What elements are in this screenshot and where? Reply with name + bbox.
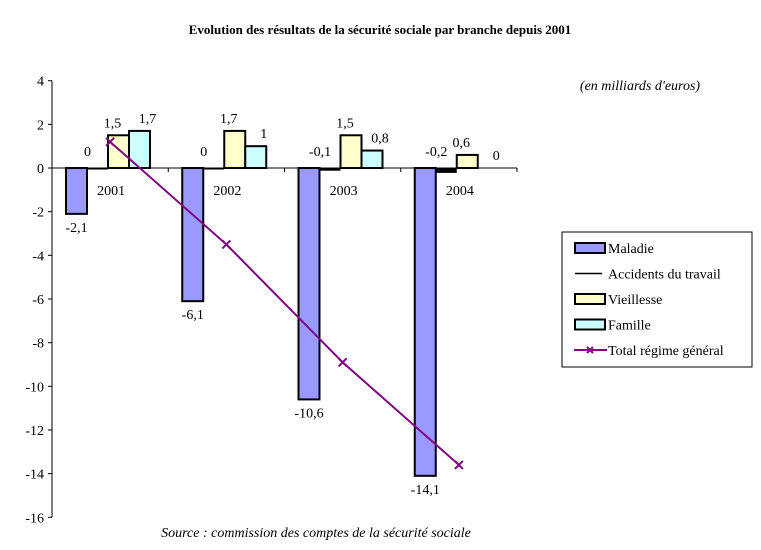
y-tick-label: 0 bbox=[37, 162, 44, 177]
legend-swatch-famille bbox=[574, 318, 606, 331]
legend-label-total-r-gime-g-n-ral: Total régime général bbox=[608, 344, 724, 359]
data-label: -10,6 bbox=[294, 406, 323, 421]
bar-maladie bbox=[181, 167, 205, 303]
total-point-marker bbox=[337, 357, 348, 368]
bar-vieillesse bbox=[455, 153, 479, 170]
data-label: 1,7 bbox=[220, 112, 238, 127]
data-label: -0,1 bbox=[309, 145, 331, 160]
y-tick-label: -4 bbox=[32, 249, 44, 264]
data-label: 0,8 bbox=[371, 132, 389, 147]
total-point-marker bbox=[105, 137, 115, 147]
data-label: -6,1 bbox=[182, 308, 204, 323]
data-label: 1,5 bbox=[336, 116, 354, 131]
y-tick-label: 4 bbox=[37, 75, 44, 90]
bar-accidents bbox=[319, 167, 341, 171]
x-tick-label: 2001 bbox=[97, 184, 125, 199]
y-tick-label: -10 bbox=[25, 380, 44, 395]
x-tick-label: 2002 bbox=[213, 184, 241, 199]
y-tick-label: -8 bbox=[32, 337, 44, 352]
y-tick-label: -14 bbox=[25, 468, 44, 483]
y-tick-label: -16 bbox=[25, 511, 44, 526]
bar-maladie bbox=[65, 167, 88, 215]
legend-label-vieillesse: Vieillesse bbox=[608, 293, 662, 308]
source-note: Source : commission des comptes de la sé… bbox=[161, 526, 471, 541]
bar-accidents bbox=[435, 167, 457, 173]
total-line bbox=[109, 141, 460, 466]
bar-famille bbox=[244, 145, 268, 170]
bar-accidents bbox=[87, 167, 108, 170]
legend: Maladie Accidents du travail Vieillesse Fam… bbox=[561, 231, 753, 368]
data-label: 0 bbox=[84, 145, 91, 160]
bar-accidents bbox=[203, 167, 225, 170]
legend-label-famille: Famille bbox=[608, 319, 651, 334]
legend-swatch-maladie bbox=[574, 242, 606, 254]
legend-label-maladie: Maladie bbox=[608, 242, 654, 257]
unit-note: (en milliards d'euros) bbox=[580, 79, 701, 94]
bar-maladie bbox=[413, 167, 437, 477]
data-label: -0,2 bbox=[425, 145, 447, 160]
data-label: 1 bbox=[260, 127, 267, 142]
total-point-marker bbox=[221, 239, 232, 250]
data-label: -14,1 bbox=[411, 483, 440, 498]
data-label: 0 bbox=[200, 145, 207, 160]
legend-label-accidents-du-travail: Accidents du travail bbox=[608, 268, 721, 283]
bar-maladie bbox=[297, 167, 321, 401]
x-tick-label: 2004 bbox=[446, 184, 474, 199]
bar-vieillesse bbox=[223, 129, 247, 170]
total-point-marker bbox=[454, 460, 464, 470]
legend-marker bbox=[586, 346, 594, 354]
data-label: 0 bbox=[493, 149, 500, 164]
legend-swatch-vieillesse bbox=[574, 293, 606, 305]
x-tick-label: 2003 bbox=[330, 184, 358, 199]
y-tick-label: -2 bbox=[32, 206, 44, 221]
y-tick-label: -6 bbox=[32, 293, 44, 308]
data-label: -2,1 bbox=[65, 221, 87, 236]
y-tick-label: -12 bbox=[25, 424, 44, 439]
data-label: 0,6 bbox=[453, 136, 471, 151]
chart-title: Evolution des résultats de la sécurité s… bbox=[189, 22, 572, 37]
bar-famille bbox=[360, 149, 384, 170]
y-tick-label: 2 bbox=[37, 118, 44, 133]
data-label: 1,5 bbox=[104, 116, 122, 131]
data-label: 1,7 bbox=[139, 112, 157, 127]
bar-vieillesse bbox=[339, 134, 363, 170]
